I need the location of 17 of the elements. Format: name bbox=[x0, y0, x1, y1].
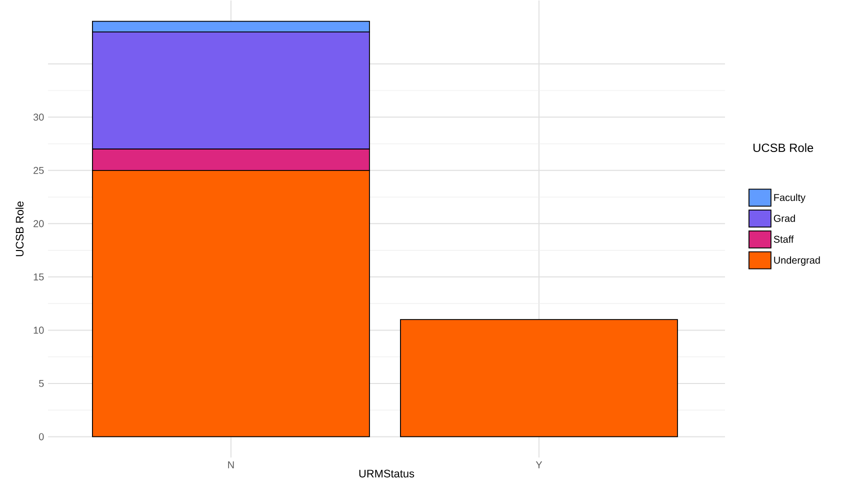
x-tick-label: N bbox=[228, 462, 234, 468]
y-tick-label: 25 bbox=[34, 167, 44, 174]
y-tick-label: 5 bbox=[39, 380, 44, 388]
y-axis-title: UCSB Role bbox=[16, 202, 24, 256]
legend-label: Staff bbox=[774, 236, 794, 244]
x-axis-title: URMStatus bbox=[359, 470, 414, 478]
legend-title: UCSB Role bbox=[753, 144, 814, 152]
legend-label: Faculty bbox=[774, 194, 806, 204]
y-tick-label: 30 bbox=[33, 114, 44, 121]
y-tick-label: 10 bbox=[34, 326, 44, 334]
legend-label: Grad bbox=[774, 214, 795, 222]
y-tick-label: 0 bbox=[39, 433, 44, 440]
legend-label: Undergrad bbox=[774, 256, 820, 266]
x-tick-label: Y bbox=[536, 462, 542, 468]
bar bbox=[400, 319, 678, 438]
y-tick-label: 20 bbox=[34, 220, 44, 228]
y-tick-label: 15 bbox=[34, 274, 44, 281]
